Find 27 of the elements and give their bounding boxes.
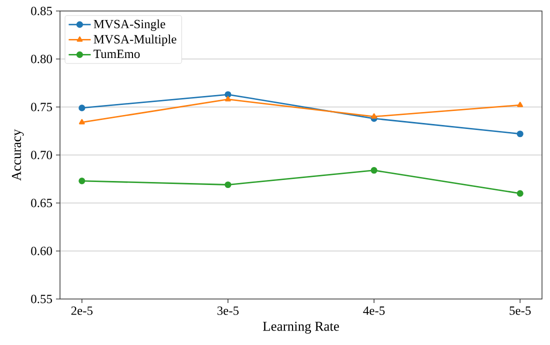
point <box>224 91 232 98</box>
point <box>516 130 524 138</box>
legend-label: TumEmo <box>94 50 140 58</box>
y-tick-label: 0.70 <box>31 150 52 160</box>
y-axis-title: Accuracy <box>12 129 24 181</box>
y-tick-label: 0.55 <box>31 294 52 304</box>
y-tick-label: 0.80 <box>31 54 52 64</box>
point <box>371 113 377 119</box>
y-tick-label: 0.75 <box>31 102 52 112</box>
point <box>516 190 524 197</box>
y-tick-label: 0.85 <box>31 6 52 16</box>
legend-label: MVSA-Multiple <box>94 34 176 46</box>
x-tick-label: 5e-5 <box>510 306 531 315</box>
point <box>78 178 86 184</box>
y-tick-label: 0.60 <box>31 246 52 256</box>
point <box>78 119 85 124</box>
point <box>370 167 378 174</box>
point <box>224 181 232 188</box>
y-tick-label: 0.65 <box>31 198 52 208</box>
point <box>225 96 231 102</box>
x-tick-label: 2e-5 <box>71 306 93 315</box>
point <box>517 102 524 108</box>
x-tick-label: 4e-5 <box>363 306 385 315</box>
x-axis-title: Learning Rate <box>262 322 339 334</box>
legend-label: MVSA-Single <box>94 20 166 31</box>
x-tick-label: 3e-5 <box>217 306 239 315</box>
point <box>78 104 86 112</box>
